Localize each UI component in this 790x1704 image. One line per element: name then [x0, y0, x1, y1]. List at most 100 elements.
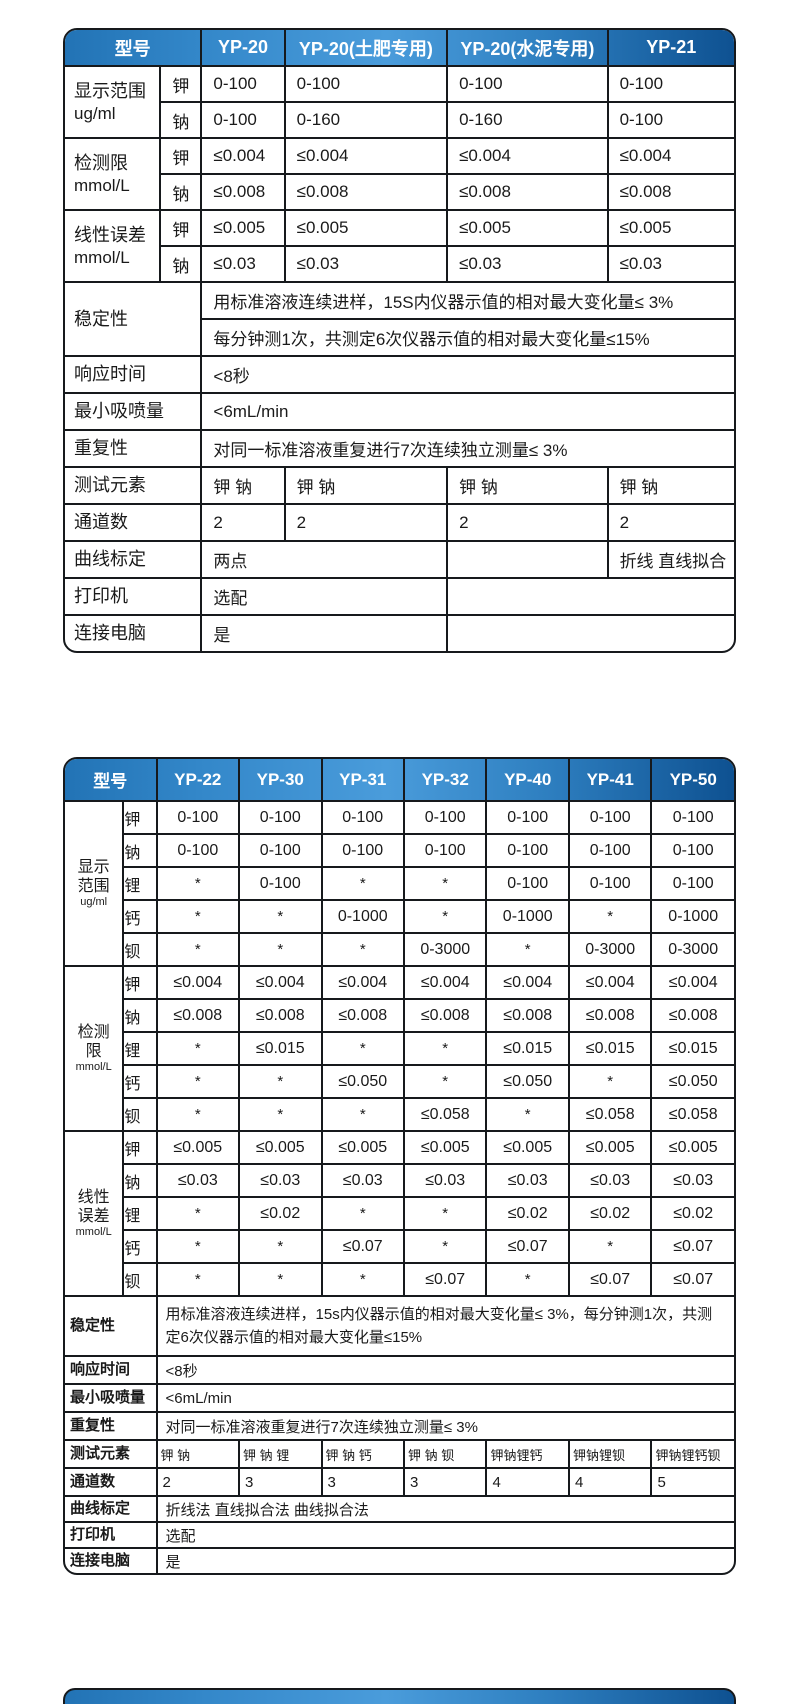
table-row: 重复性 对同一标准溶液重复进行7次连续独立测量≤ 3%: [65, 1411, 734, 1441]
spec-value: *: [238, 932, 323, 967]
spec-value: ≤0.005: [485, 1130, 570, 1165]
section-label-line: 线性误差: [74, 225, 146, 246]
row-value: <8秒: [200, 355, 734, 394]
row-label: 重复性: [65, 429, 203, 468]
spec-value: *: [320, 1196, 405, 1231]
row-label: 通道数: [65, 1467, 158, 1497]
row-label: 测试元素: [65, 1439, 158, 1469]
spec-value: 0-1000: [650, 899, 734, 934]
section-label-line: 误差: [77, 1207, 110, 1225]
table-row: 最小吸喷量 <6mL/min: [65, 392, 734, 431]
spec-value: ≤0.015: [650, 1031, 734, 1066]
spec-value: ≤0.004: [402, 965, 488, 1000]
model-header: YP-41: [567, 759, 653, 802]
element-name: 钙: [122, 899, 158, 934]
spec-value: 0-100: [200, 65, 286, 103]
spec-value: *: [402, 1064, 488, 1099]
section-label-line: 线性: [77, 1188, 110, 1206]
table-row: 线性 误差 mmol/L 钾 ≤0.005 ≤0.005 ≤0.005 ≤0.005 ≤0.00…: [65, 1130, 734, 1297]
spec-value: 0-100: [238, 833, 323, 868]
section-unit: mmol/L: [75, 1061, 112, 1074]
row-value: 2: [200, 503, 286, 542]
table-row: 稳定性 用标准溶液连续进样，15S内仪器示值的相对最大变化量≤ 3%: [65, 281, 734, 357]
table-row: 通道数 2 2 2 2: [65, 503, 734, 542]
table-row: 钡 * * * ≤0.07 * ≤0.07 ≤0.07: [65, 1262, 734, 1297]
spec-value: ≤0.03: [320, 1163, 405, 1198]
section-unit: ug/ml: [80, 896, 108, 909]
row-label: 曲线标定: [65, 540, 203, 579]
spec-value: *: [155, 1229, 241, 1264]
spec-value: ≤0.005: [155, 1130, 241, 1165]
row-value: 对同一标准溶液重复进行7次连续独立测量≤ 3%: [155, 1411, 734, 1441]
spec-value: 0-100: [238, 866, 323, 901]
spec-value: *: [155, 1262, 241, 1297]
row-value: 2: [606, 503, 734, 542]
spec-value: 0-1000: [485, 899, 570, 934]
spec-value: 0-100: [238, 800, 323, 835]
spec-value: ≤0.004: [155, 965, 241, 1000]
row-value: 3: [320, 1467, 405, 1497]
table-row: 钡 * * * 0-3000 * 0-3000 0-3000: [65, 932, 734, 967]
row-value: 两点: [200, 540, 449, 579]
table-row: 检测限 mmol/L 钾 ≤0.004 ≤0.004 ≤0.004 ≤0.004: [65, 137, 734, 211]
spec-value: ≤0.050: [485, 1064, 570, 1099]
table-row: 钠 0-100 0-100 0-100 0-100 0-100 0-100 0-100: [65, 833, 734, 868]
spec-value: ≤0.07: [402, 1262, 488, 1297]
spec-value: ≤0.005: [650, 1130, 734, 1165]
row-value: <8秒: [155, 1355, 734, 1385]
stability-label: 稳定性: [65, 281, 203, 357]
spec-value: ≤0.008: [446, 173, 609, 211]
spec-value: 0-160: [446, 101, 609, 139]
spec-value: *: [238, 1097, 323, 1132]
row-value: 钾 钠: [155, 1439, 241, 1469]
spec-value: ≤0.005: [606, 209, 734, 247]
model-header-row: 型号 YP-22 YP-30 YP-31 YP-32 YP-40 YP-41 YP-50: [65, 759, 734, 802]
spec-value: *: [155, 1196, 241, 1231]
table-row: 显示 范围 ug/ml 钾 0-100 0-100 0-100 0-100 0-100 0-100…: [65, 800, 734, 967]
spec-value: ≤0.004: [567, 965, 653, 1000]
model-column-header: 型号: [65, 759, 158, 802]
spec-value: *: [155, 1031, 241, 1066]
spec-value: ≤0.07: [567, 1262, 653, 1297]
spec-value: *: [320, 1262, 405, 1297]
row-value: 钾 钠 钙: [320, 1439, 405, 1469]
table-row: 响应时间 <8秒: [65, 1355, 734, 1385]
section-label-line: 显示: [77, 858, 110, 876]
row-value: 2: [283, 503, 449, 542]
row-label: 曲线标定: [65, 1495, 158, 1523]
table-row: 连接电脑是: [65, 1547, 734, 1573]
table-row: 响应时间 <8秒: [65, 355, 734, 394]
spec-value: ≤0.058: [567, 1097, 653, 1132]
spec-value: ≤0.02: [485, 1196, 570, 1231]
section-label-line: 显示范围: [74, 81, 146, 102]
spec-value: *: [567, 899, 653, 934]
row-value: 折线 直线拟合: [606, 540, 734, 579]
row-value: <6mL/min: [200, 392, 734, 431]
table-row: 钠 ≤0.008 ≤0.008 ≤0.008 ≤0.008: [65, 173, 734, 211]
table-row: 打印机 选配: [65, 1521, 734, 1549]
row-value: 2: [155, 1467, 241, 1497]
partial-next-table-header: [63, 1688, 736, 1704]
table-row: 曲线标定 两点 折线 直线拟合: [65, 540, 734, 579]
row-label: 连接电脑: [65, 1547, 158, 1573]
element-name: 钠: [159, 173, 203, 211]
spec-value: *: [238, 1262, 323, 1297]
table-row: 连接电脑是: [65, 614, 734, 651]
row-label: 通道数: [65, 503, 203, 542]
model-header: YP-31: [320, 759, 405, 802]
model-header: YP-50: [650, 759, 734, 802]
row-value: [446, 577, 734, 616]
spec-value: ≤0.004: [283, 137, 449, 175]
row-value: 钾钠锂钡: [567, 1439, 653, 1469]
spec-value: *: [155, 1064, 241, 1099]
element-name: 钠: [159, 245, 203, 283]
element-name: 钾: [159, 65, 203, 103]
row-value: [446, 614, 734, 651]
spec-value: ≤0.07: [320, 1229, 405, 1264]
spec-value: ≤0.03: [283, 245, 449, 283]
spec-value: 0-100: [650, 800, 734, 835]
model-header: YP-22: [155, 759, 241, 802]
